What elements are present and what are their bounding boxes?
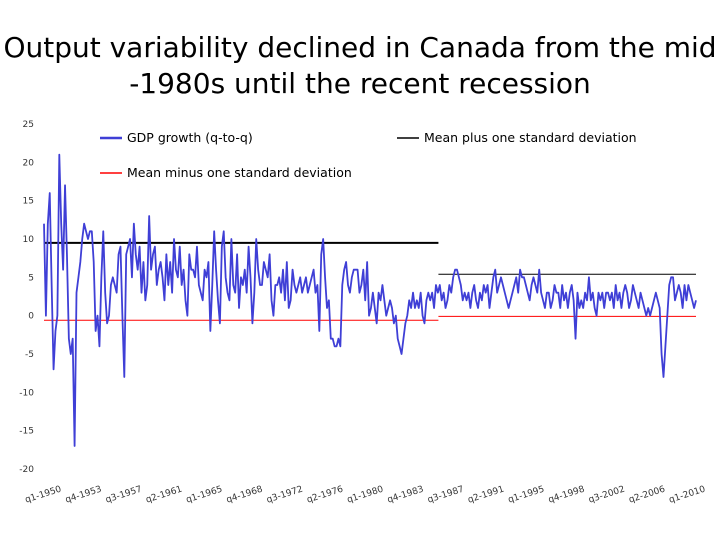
x-tick-label: q4-1953 xyxy=(64,485,103,506)
legend-mean-plus-sd-label: Mean plus one standard deviation xyxy=(424,130,637,145)
y-tick-label: 20 xyxy=(23,158,35,168)
x-tick-label: q3-1957 xyxy=(104,485,143,506)
y-tick-label: 15 xyxy=(23,197,34,207)
x-tick-label: q2-2006 xyxy=(628,484,667,505)
title-line-1: Output variability declined in Canada fr… xyxy=(3,31,717,64)
legend: GDP growth (q-to-q) Mean plus one standar… xyxy=(100,130,637,180)
x-tick-label: q1-1950 xyxy=(24,484,63,505)
x-tick-label: q1-1995 xyxy=(507,485,546,506)
title-line-2: -1980s until the recent recession xyxy=(129,67,591,100)
x-tick-label: q1-2010 xyxy=(668,484,707,505)
x-tick-label: q3-1972 xyxy=(265,485,304,506)
y-tick-label: -15 xyxy=(19,427,34,437)
x-tick-label: q3-2002 xyxy=(587,485,626,506)
x-tick-label: q3-1987 xyxy=(426,485,465,506)
plot-lines xyxy=(43,153,697,447)
x-tick-label: q4-1983 xyxy=(386,485,425,506)
x-tick-label: q1-1965 xyxy=(185,485,224,506)
y-tick-label: -20 xyxy=(19,465,34,475)
y-tick-label: 25 xyxy=(23,120,34,130)
y-tick-label: -5 xyxy=(25,350,34,360)
y-tick-label: -10 xyxy=(19,388,34,398)
legend-mean-minus-sd-label: Mean minus one standard deviation xyxy=(127,165,352,180)
x-tick-label: q4-1968 xyxy=(225,484,264,505)
slide-title: Output variability declined in Canada fr… xyxy=(0,30,720,102)
y-tick-label: 10 xyxy=(23,235,35,245)
x-tick-label: q1-1980 xyxy=(346,484,385,505)
x-tick-label: q4-1998 xyxy=(547,484,586,505)
x-axis-ticks: q1-1950 q4-1953 q3-1957 q2-1961 q1-1965 q4-19… xyxy=(24,484,707,505)
y-tick-label: 0 xyxy=(28,312,34,322)
x-tick-label: q2-1991 xyxy=(467,485,506,506)
x-tick-label: q2-1961 xyxy=(145,485,184,506)
y-axis-ticks: 25 20 15 10 5 0 -5 -10 -15 -20 xyxy=(19,120,34,475)
gdp-growth-series-line xyxy=(43,153,697,447)
legend-gdp-growth-label: GDP growth (q-to-q) xyxy=(127,130,253,145)
x-tick-label: q2-1976 xyxy=(306,484,345,505)
y-tick-label: 5 xyxy=(28,273,34,283)
